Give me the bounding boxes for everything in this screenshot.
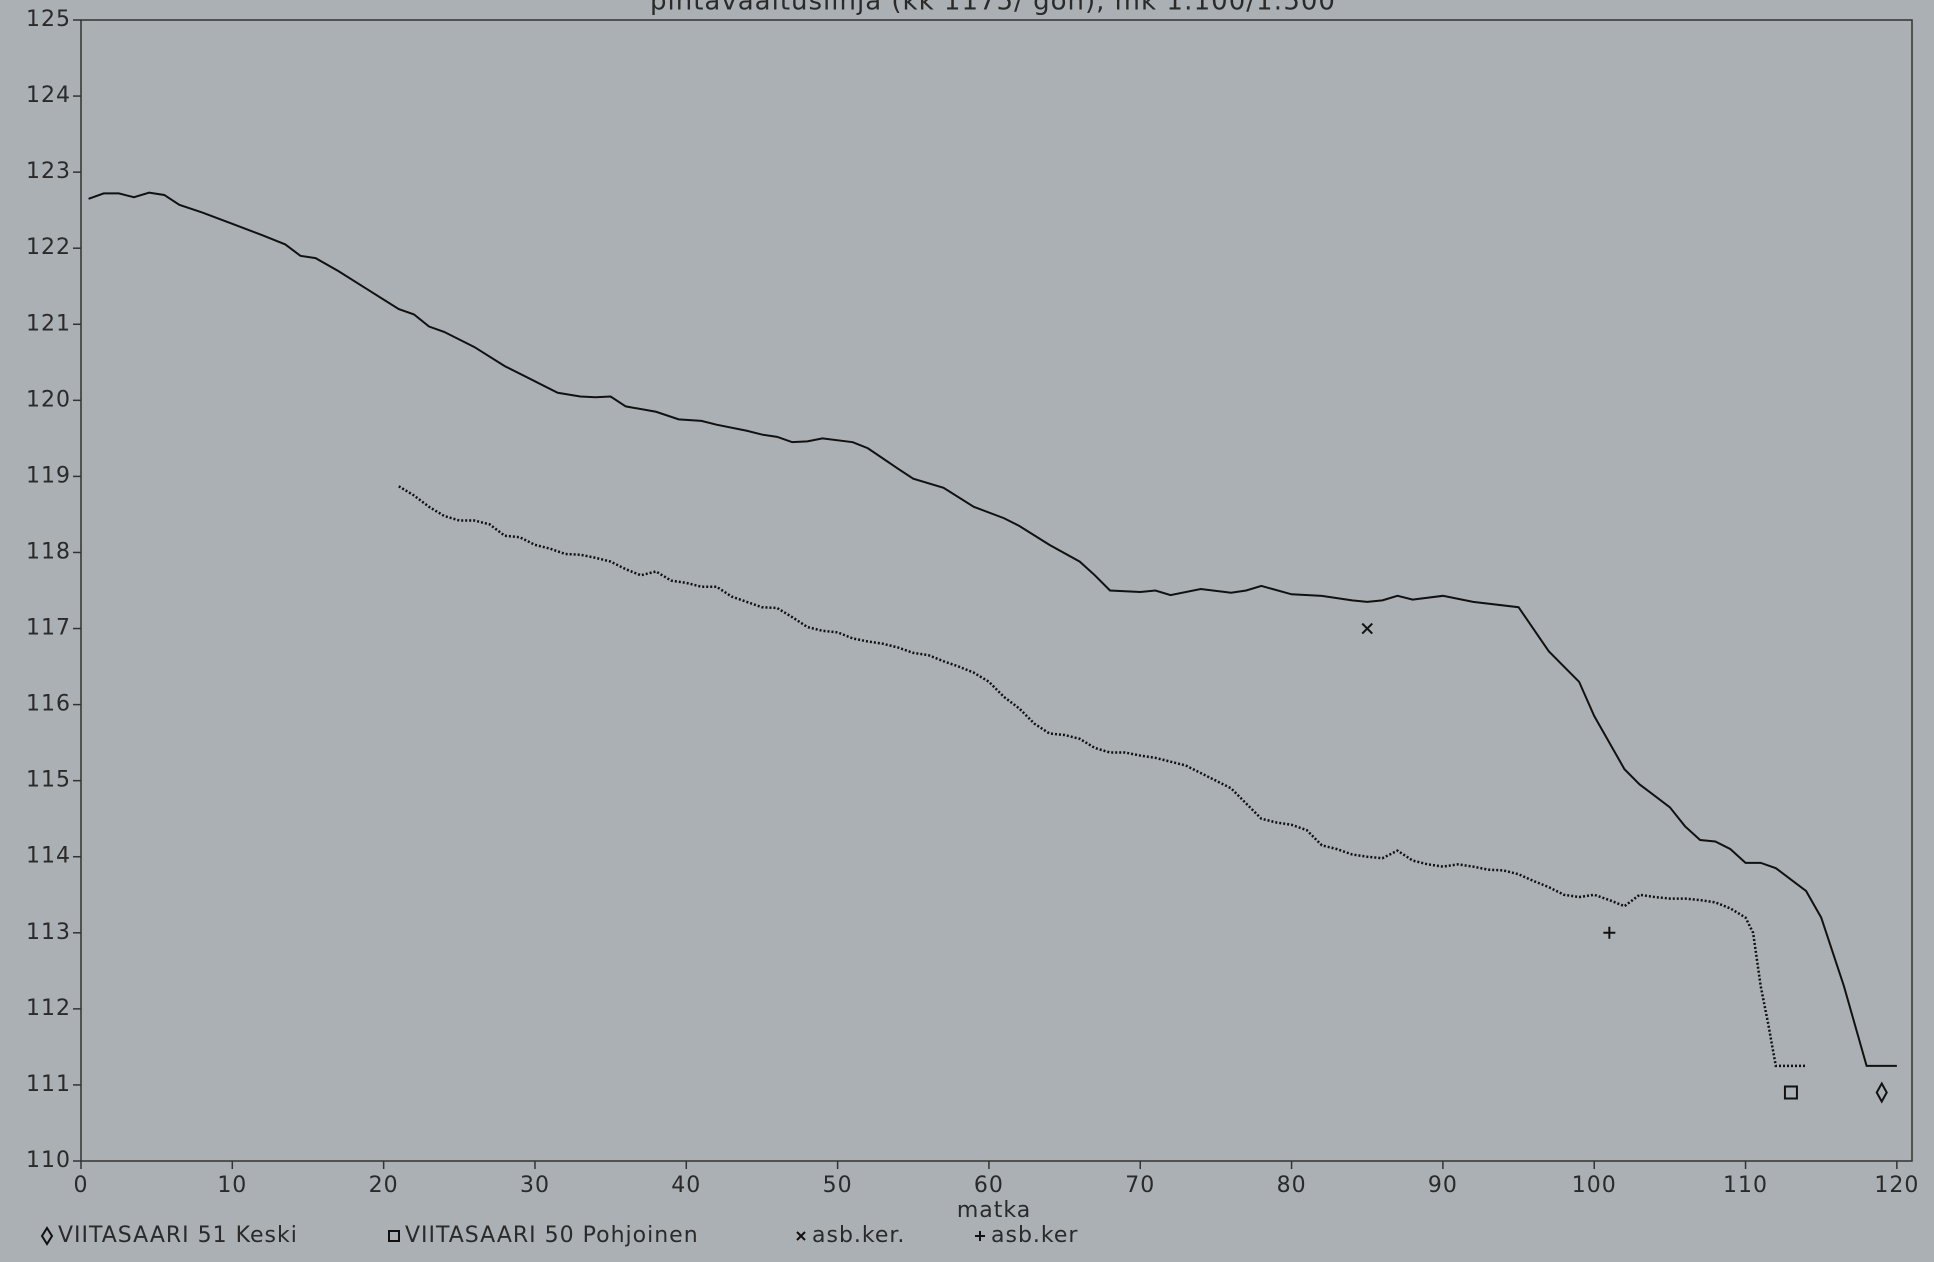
marker (1875, 1081, 1888, 1104)
y-tick-label: 123 (26, 159, 71, 184)
legend-label: VIITASAARI 51 Keski (58, 1223, 298, 1248)
x-tick-label: 10 (217, 1173, 247, 1198)
legend-marker (796, 1231, 806, 1241)
legend-label: asb.ker. (812, 1223, 905, 1248)
series-line (88, 191, 1897, 1067)
series-line (398, 485, 1807, 1068)
y-tick-label: 124 (26, 83, 71, 108)
x-tick-label: 40 (671, 1173, 701, 1198)
legend-label: asb.ker (991, 1223, 1078, 1248)
x-tick-label: 90 (1428, 1173, 1458, 1198)
x-tick-label: 100 (1572, 1173, 1617, 1198)
x-tick-label: 70 (1125, 1173, 1155, 1198)
marker (1783, 1085, 1798, 1100)
x-tick-label: 20 (369, 1173, 399, 1198)
y-tick-label: 122 (26, 235, 71, 260)
y-tick-label: 118 (26, 539, 71, 564)
y-tick-label: 111 (26, 1072, 71, 1097)
marker (1603, 926, 1616, 939)
legend-marker (40, 1226, 54, 1246)
y-tick-label: 119 (26, 463, 71, 488)
y-tick-label: 114 (26, 844, 71, 869)
legend-label: VIITASAARI 50 Pohjoinen (405, 1223, 699, 1248)
y-tick-label: 121 (26, 311, 71, 336)
x-tick-label: 110 (1723, 1173, 1768, 1198)
chart-title: pintavaaituslinja (kk 1175/ gon), mk 1:1… (650, 0, 1336, 17)
y-tick-label: 113 (26, 920, 71, 945)
x-tick-label: 120 (1874, 1173, 1919, 1198)
x-axis-label: matka (957, 1198, 1031, 1223)
legend-marker (388, 1230, 400, 1242)
y-tick-label: 116 (26, 692, 71, 717)
y-tick-label: 117 (26, 616, 71, 641)
y-tick-label: 125 (26, 7, 71, 32)
x-tick-label: 30 (520, 1173, 550, 1198)
y-tick-label: 110 (26, 1148, 71, 1173)
x-tick-label: 0 (74, 1173, 89, 1198)
y-tick-label: 115 (26, 768, 71, 793)
x-tick-label: 80 (1277, 1173, 1307, 1198)
legend-marker (975, 1231, 985, 1241)
y-tick-label: 112 (26, 996, 71, 1021)
x-tick-label: 60 (974, 1173, 1004, 1198)
x-tick-label: 50 (823, 1173, 853, 1198)
y-tick-label: 120 (26, 387, 71, 412)
marker (1361, 622, 1373, 635)
plot-frame (80, 19, 1913, 1162)
